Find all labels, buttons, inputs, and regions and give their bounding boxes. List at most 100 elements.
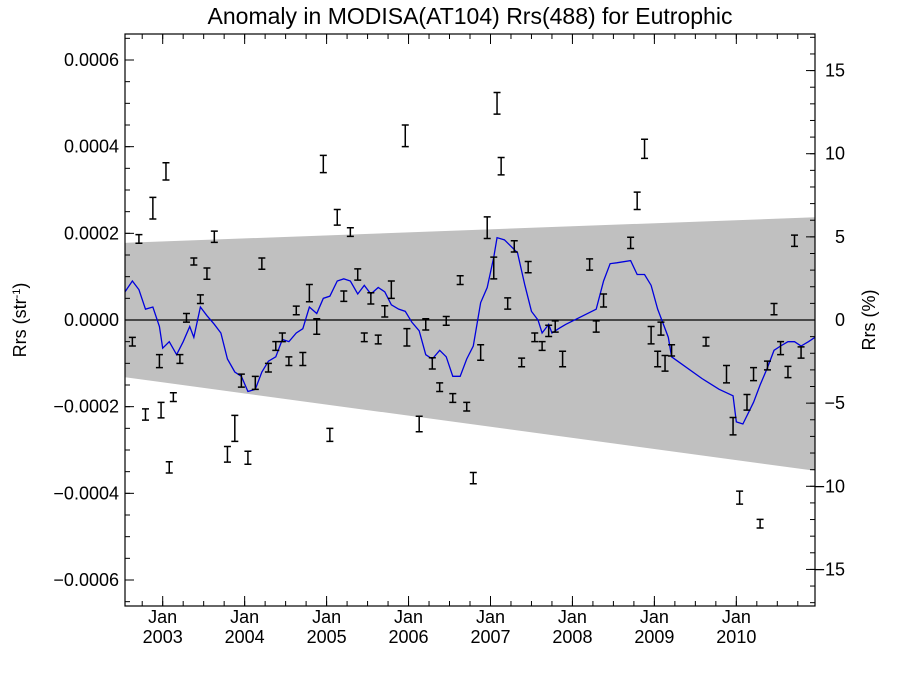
error-bar (586, 258, 594, 271)
error-bar (469, 471, 477, 485)
data-point (722, 364, 730, 384)
data-point (251, 375, 259, 391)
x-tick-year-label: 2008 (552, 627, 592, 647)
y-tick-label: 0.0002 (64, 223, 119, 243)
data-point (237, 373, 245, 388)
data-point (354, 268, 362, 281)
data-point (155, 353, 163, 369)
data-point (292, 305, 300, 316)
y-axis-label: Rrs (str-1) (10, 283, 30, 358)
error-bar (244, 450, 252, 466)
error-bar (449, 392, 457, 404)
error-bar (777, 340, 785, 356)
error-bar (442, 315, 450, 326)
data-point (592, 320, 600, 333)
data-point (305, 283, 313, 303)
error-bar (641, 138, 649, 160)
error-bar (196, 294, 204, 305)
data-point (203, 267, 211, 281)
data-point (374, 334, 382, 345)
error-bar (326, 427, 334, 443)
error-bar (313, 317, 321, 336)
error-bar (285, 356, 293, 367)
error-bar (346, 226, 354, 238)
y2-tick-label: 0 (835, 310, 845, 330)
error-bar (333, 208, 341, 226)
error-bar (299, 351, 307, 367)
y-tick-label: 0.0006 (64, 50, 119, 70)
data-point (463, 401, 471, 412)
x-tick-year-label: 2004 (225, 627, 265, 647)
error-bar (627, 236, 635, 250)
data-point (442, 315, 450, 326)
data-point (493, 91, 501, 115)
error-bar (647, 325, 655, 345)
data-point (387, 280, 395, 300)
data-point (524, 260, 532, 274)
y2-tick-label: −5 (824, 393, 845, 413)
y-tick-label: −0.0004 (53, 483, 119, 503)
data-point (633, 191, 641, 211)
data-point (403, 327, 411, 347)
error-bar (251, 375, 259, 391)
error-bar (436, 382, 444, 393)
error-bar (237, 373, 245, 388)
data-point (360, 332, 368, 343)
error-bar (756, 518, 764, 529)
data-point (157, 401, 165, 419)
error-bar (784, 365, 792, 379)
data-point (422, 317, 430, 331)
error-bar (750, 366, 758, 382)
data-point (504, 297, 512, 310)
data-point (545, 324, 553, 338)
error-bar (203, 267, 211, 281)
error-bar (702, 336, 710, 347)
data-point (141, 408, 149, 421)
data-point (586, 258, 594, 271)
data-point (668, 343, 676, 357)
error-bar (272, 340, 280, 352)
data-point (401, 124, 409, 148)
data-point (319, 154, 327, 174)
x-axis: Jan2003Jan2004Jan2005Jan2006Jan2007Jan20… (141, 34, 799, 647)
x-tick-year-label: 2007 (470, 627, 510, 647)
data-point (182, 312, 190, 323)
data-point (559, 350, 567, 368)
x-tick-year-label: 2006 (389, 627, 429, 647)
y2-axis-label: Rrs (%) (859, 290, 879, 351)
data-point (483, 216, 491, 240)
error-bar (210, 230, 218, 244)
x-tick-month-label: Jan (476, 607, 505, 627)
error-bar (763, 360, 771, 371)
error-bar (149, 196, 157, 220)
error-bar (278, 332, 286, 343)
error-bar (463, 401, 471, 412)
data-point (661, 354, 669, 372)
error-bar (592, 320, 600, 333)
data-point (278, 332, 286, 343)
error-bar (661, 354, 669, 372)
data-point (510, 239, 518, 253)
data-point (231, 414, 239, 443)
error-bar (157, 401, 165, 419)
error-bar (387, 280, 395, 300)
data-point (797, 346, 805, 359)
error-bar (633, 191, 641, 211)
data-point (333, 208, 341, 226)
y-axis-label-superscript: -1 (11, 289, 23, 299)
error-bar (770, 302, 778, 316)
y-axis-label-main: Rrs (str (10, 298, 30, 357)
data-point (743, 393, 751, 411)
y-tick-label: 0.0004 (64, 137, 119, 157)
error-bar (360, 332, 368, 343)
data-point (770, 302, 778, 316)
error-bar (791, 234, 799, 248)
error-bar (128, 336, 136, 347)
uncertainty-band (125, 217, 815, 471)
data-point (196, 294, 204, 305)
error-bar (231, 414, 239, 443)
error-bar (668, 343, 676, 357)
error-bar (176, 353, 184, 365)
x-tick-month-label: Jan (312, 607, 341, 627)
y2-tick-label: 15 (825, 61, 845, 81)
